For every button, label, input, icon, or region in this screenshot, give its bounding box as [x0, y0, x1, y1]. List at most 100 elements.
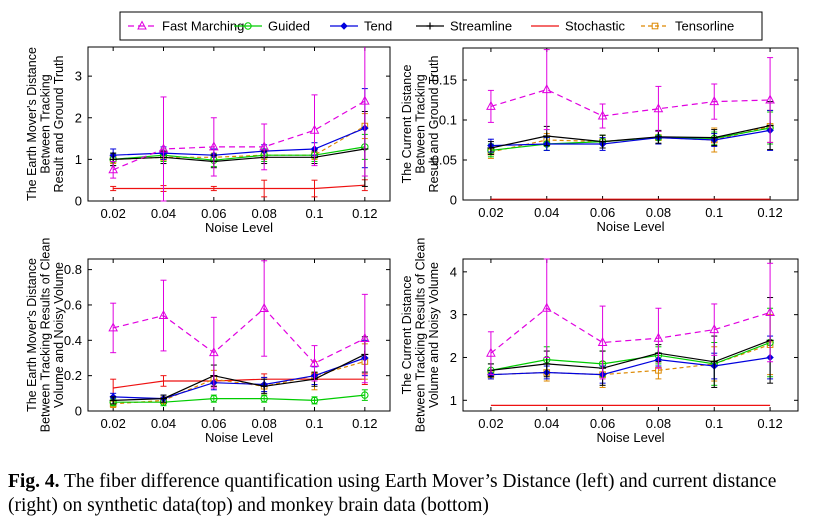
- y-axis-label-line: Between Tracking Results of Clean: [39, 238, 53, 433]
- y-tick-label: 1: [75, 152, 82, 167]
- x-tick-label: 0.12: [352, 206, 377, 221]
- y-axis-label-line: Between Tracking: [414, 74, 428, 173]
- y-axis-label-line: Volume and Noisy Volume: [52, 262, 66, 408]
- legend-marker-circle: [244, 22, 252, 30]
- data-point-triangle: [486, 347, 496, 357]
- data-point-triangle: [158, 309, 169, 320]
- series-line: [113, 378, 365, 389]
- x-tick-label: 0.1: [705, 416, 723, 431]
- y-axis-label-line: Result and Ground Truth: [52, 56, 66, 193]
- data-point-triangle: [208, 347, 219, 357]
- legend-item-stochastic: Stochastic: [531, 19, 625, 34]
- series-layer: [108, 260, 370, 408]
- y-axis-label: The Current DistanceBetween TrackingResu…: [400, 56, 441, 193]
- legend-marker-diamond: [340, 22, 348, 30]
- data-point-plus: [710, 358, 718, 366]
- x-tick-label: 0.08: [252, 416, 277, 431]
- data-point-triangle: [359, 332, 370, 343]
- data-point-triangle: [765, 306, 775, 317]
- series-line: [112, 100, 366, 171]
- series-layer: [486, 49, 775, 200]
- y-tick-label: 0.05: [432, 153, 457, 168]
- series-line: [113, 127, 366, 156]
- x-tick-label: 0.06: [201, 206, 226, 221]
- legend-item-guided: Guided: [234, 19, 310, 34]
- x-tick-label: 0.1: [305, 416, 323, 431]
- data-point-triangle: [709, 96, 720, 106]
- data-point-triangle: [597, 336, 608, 346]
- data-point-plus: [487, 144, 495, 152]
- caption-text: The fiber difference quantification usin…: [8, 471, 777, 516]
- data-point-plus: [160, 395, 167, 403]
- legend-item-tend: Tend: [330, 19, 392, 34]
- data-point-plus: [109, 396, 117, 404]
- y-axis-label-line: Between Tracking: [39, 74, 53, 173]
- plot-area: [462, 47, 799, 201]
- y-tick-label: 0.2: [64, 368, 82, 383]
- series-layer: [486, 258, 775, 406]
- data-point-triangle: [259, 141, 270, 151]
- data-point-triangle: [108, 164, 119, 174]
- series-line: [490, 125, 771, 149]
- legend-item-tensorline: Tensorline: [641, 19, 734, 34]
- x-axis-label: Noise Level: [205, 220, 273, 235]
- x-tick-label: 0.06: [201, 416, 226, 431]
- legend-label: Streamline: [450, 19, 512, 34]
- legend-label: Tensorline: [675, 19, 734, 34]
- series-line: [113, 360, 365, 405]
- x-tick-label: 0.12: [757, 416, 782, 431]
- x-tick-label: 0.04: [151, 416, 176, 431]
- y-tick-label: 0.4: [64, 333, 82, 348]
- legend-label: Stochastic: [565, 19, 625, 34]
- y-tick-label: 0.1: [439, 113, 457, 128]
- y-tick-label: 0: [75, 404, 82, 419]
- y-tick-label: 4: [450, 264, 457, 279]
- y-axis-label: The Earth Mover's DistanceBetween Tracki…: [25, 238, 66, 433]
- y-axis-label: The Current DistanceBetween Tracking Res…: [400, 238, 441, 433]
- legend-item-fast-marching: Fast Marching: [128, 19, 244, 34]
- legend-label: Guided: [268, 19, 310, 34]
- y-tick-label: 2: [75, 110, 82, 125]
- x-tick-label: 0.1: [705, 205, 723, 220]
- y-tick-label: 0.6: [64, 297, 82, 312]
- plot-area: [462, 258, 799, 412]
- x-axis-label: Noise Level: [205, 430, 273, 445]
- series-line: [113, 148, 365, 163]
- x-tick-label: 0.12: [352, 416, 377, 431]
- y-axis-label: The Earth Mover's DistanceBetween Tracki…: [25, 47, 66, 201]
- series-fast-marching: [486, 258, 775, 380]
- data-point-triangle: [208, 141, 219, 151]
- data-point-plus: [710, 134, 718, 142]
- series-line: [113, 353, 366, 401]
- figure-caption: Fig. 4. The fiber difference quantificat…: [8, 470, 808, 518]
- x-tick-label: 0.04: [534, 205, 559, 220]
- series-line: [490, 88, 771, 117]
- data-point-circle: [361, 391, 369, 399]
- data-point-triangle: [541, 84, 552, 94]
- x-tick-label: 0.04: [534, 416, 559, 431]
- series-layer: [108, 47, 370, 202]
- data-point-triangle: [108, 322, 119, 332]
- figure: Fast Marching Guided Tend Streamline Stochas…: [25, 11, 799, 445]
- data-point-triangle: [597, 110, 608, 120]
- series-line: [490, 307, 771, 354]
- y-tick-label: 0: [450, 193, 457, 208]
- x-tick-label: 0.08: [646, 205, 671, 220]
- y-tick-label: 2: [450, 350, 457, 365]
- y-tick-label: 0: [75, 194, 82, 209]
- data-point-plus: [599, 138, 607, 146]
- series-line: [113, 307, 366, 365]
- x-tick-label: 0.02: [478, 416, 503, 431]
- data-point-plus: [543, 132, 551, 140]
- data-point-triangle: [653, 332, 664, 342]
- data-point-plus: [654, 133, 662, 141]
- data-point-triangle: [541, 302, 552, 312]
- data-point-triangle: [765, 94, 775, 104]
- legend-marker-triangle: [137, 20, 147, 30]
- series-line: [113, 184, 365, 190]
- legend-marker-plus: [426, 22, 434, 30]
- data-point-plus: [260, 382, 268, 390]
- series-line: [490, 129, 771, 147]
- x-axis-label: Noise Level: [597, 430, 665, 445]
- chart-emd-synthetic: 0.02 0.04 0.06 0.08 0.1 0.12 0 1 2 3 Noise Level Th…: [25, 46, 391, 235]
